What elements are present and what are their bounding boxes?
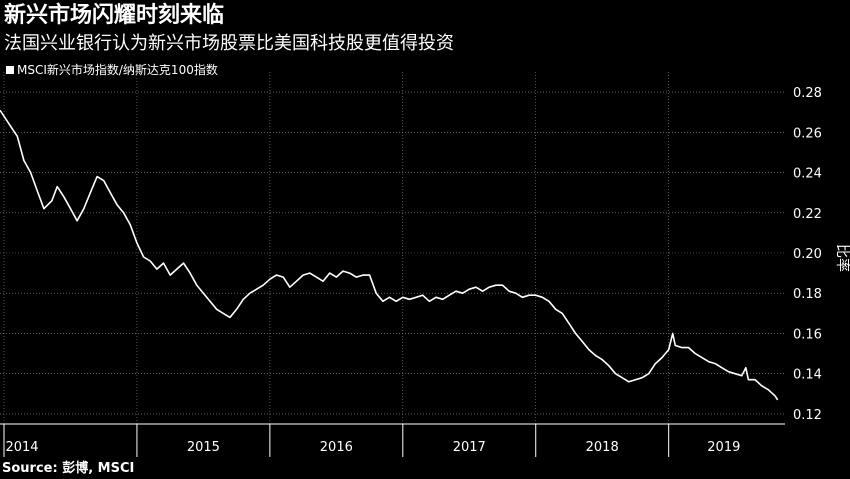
source-note: Source: 彭博, MSCI (2, 461, 135, 476)
x-axis: 2014 2015 2016 2017 2018 2019 (0, 423, 785, 457)
legend-label: MSCI新兴市场指数/纳斯达克100指数 (17, 63, 218, 77)
y-axis-title: 比率 (834, 244, 850, 272)
x-tick-label: 2019 (707, 440, 740, 455)
x-tick-label: 2017 (453, 440, 486, 455)
y-tick-label: 0.14 (793, 368, 822, 383)
x-tick-label: 2018 (586, 440, 619, 455)
y-tick-label: 0.12 (793, 408, 822, 423)
chart-title: 新兴市场闪耀时刻来临 (4, 3, 225, 28)
series-line (0, 109, 779, 401)
y-tick-label: 0.24 (793, 167, 822, 182)
y-tick-label: 0.28 (793, 86, 822, 101)
legend-swatch (6, 66, 14, 74)
y-tick-label: 0.26 (793, 126, 822, 141)
x-tick-label: 2015 (187, 440, 220, 455)
x-tick-label: 2014 (5, 440, 38, 455)
chart-subtitle: 法国兴业银行认为新兴市场股票比美国科技股更值得投资 (4, 33, 454, 54)
y-tick-label: 0.22 (793, 207, 822, 222)
y-tick-label: 0.20 (793, 247, 822, 262)
series-group (0, 109, 779, 401)
y-tick-label: 0.18 (793, 287, 822, 302)
grid-lines (0, 72, 785, 424)
legend: MSCI新兴市场指数/纳斯达克100指数 (6, 62, 218, 78)
x-tick-label: 2016 (320, 440, 353, 455)
y-axis-ticks: 0.12 0.14 0.16 0.18 0.20 0.22 0.24 0.26 0.28 (793, 86, 822, 423)
y-tick-label: 0.16 (793, 327, 822, 342)
